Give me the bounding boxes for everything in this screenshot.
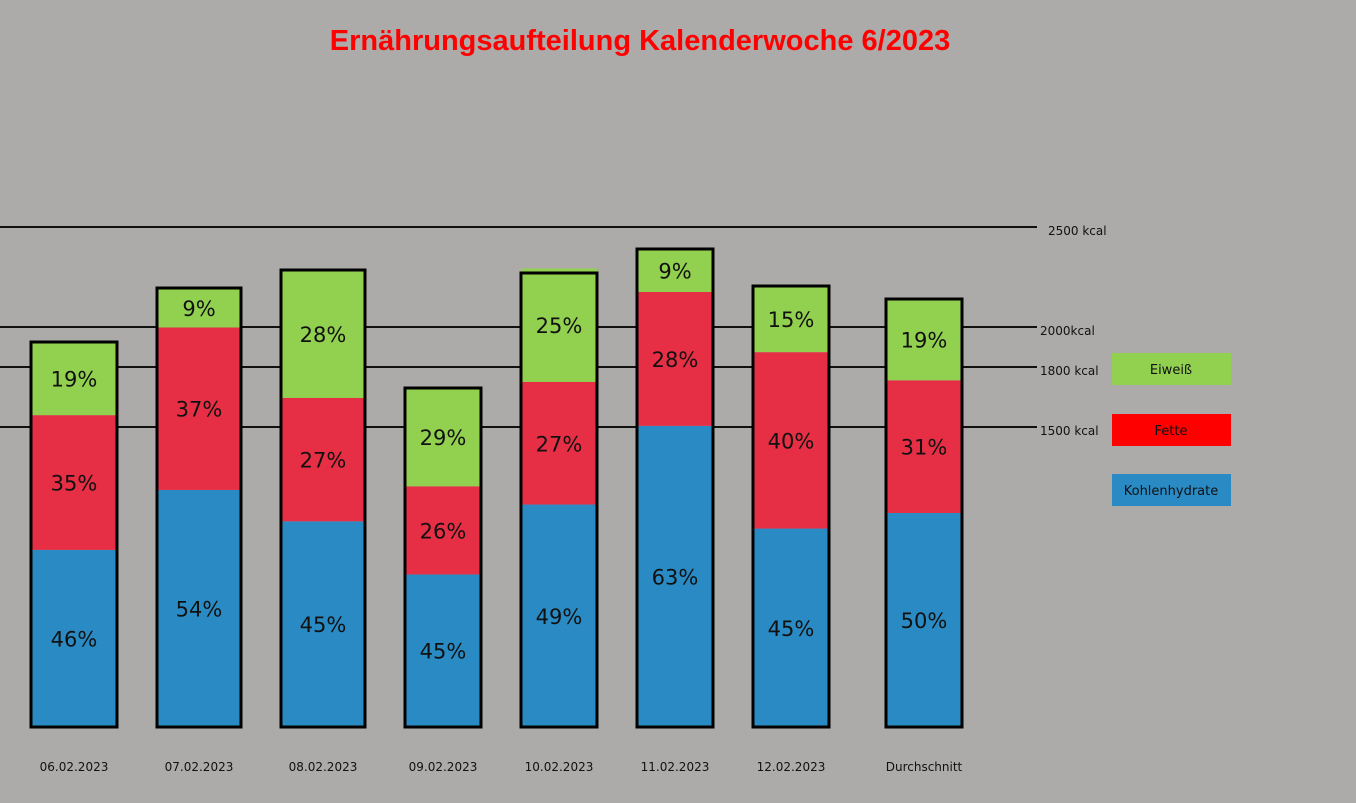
data-label: 9%	[658, 260, 691, 284]
bar-outline	[155, 286, 243, 729]
bar-segment	[31, 342, 117, 416]
bar-segment	[637, 249, 713, 293]
bar-segment	[521, 381, 597, 505]
bar-segment	[521, 268, 597, 382]
category-label: 06.02.2023	[40, 760, 109, 774]
legend-swatch	[1112, 353, 1231, 385]
bar-segment	[157, 288, 241, 328]
data-label: 50%	[901, 609, 948, 633]
data-label: 25%	[536, 314, 583, 338]
category-label: 10.02.2023	[525, 760, 594, 774]
bar-segment	[31, 549, 117, 727]
bar-segment	[753, 286, 829, 353]
reference-label: 2500 kcal	[1048, 224, 1107, 238]
bar-outline	[279, 268, 367, 729]
reference-label: 2000kcal	[1040, 324, 1095, 338]
category-label: 08.02.2023	[289, 760, 358, 774]
data-label: 45%	[420, 640, 467, 664]
data-label: 9%	[182, 297, 215, 321]
bar-segment	[157, 327, 241, 490]
bar-segment	[281, 270, 365, 398]
bar-segment	[637, 292, 713, 426]
legend-label: Eiweiß	[1150, 363, 1192, 378]
data-label: 28%	[652, 348, 699, 372]
bar-segment	[637, 425, 713, 727]
bar-outline	[403, 386, 483, 729]
bar-segment	[405, 486, 481, 575]
bar-outline	[751, 284, 831, 729]
data-label: 27%	[536, 432, 583, 456]
legend-label: Kohlenhydrate	[1124, 484, 1219, 499]
data-label: 15%	[768, 308, 815, 332]
data-label: 45%	[300, 613, 347, 637]
bar-segment	[31, 415, 117, 550]
bar-outline	[635, 247, 715, 729]
bar-segment	[405, 574, 481, 727]
category-label: 09.02.2023	[409, 760, 478, 774]
data-label: 54%	[176, 597, 223, 621]
data-label: 63%	[652, 565, 699, 589]
bar-segment	[405, 388, 481, 487]
bar-outline	[519, 271, 599, 729]
bar-segment	[281, 397, 365, 522]
data-label: 19%	[51, 368, 98, 392]
bar-segment	[886, 299, 962, 381]
data-label: 29%	[420, 426, 467, 450]
data-label: 40%	[768, 429, 815, 453]
bar-outline	[29, 340, 119, 729]
reference-label: 1800 kcal	[1040, 364, 1099, 378]
bar-segment	[281, 521, 365, 727]
bar-segment	[521, 504, 597, 727]
legend-swatch	[1112, 474, 1231, 506]
legend-label: Fette	[1155, 424, 1188, 439]
bar-segment	[157, 489, 241, 727]
data-label: 28%	[300, 323, 347, 347]
data-label: 45%	[768, 617, 815, 641]
category-label: 11.02.2023	[641, 760, 710, 774]
data-label: 26%	[420, 519, 467, 543]
category-label: 07.02.2023	[165, 760, 234, 774]
legend-swatch	[1112, 414, 1231, 446]
data-label: 19%	[901, 329, 948, 353]
data-label: 46%	[51, 627, 98, 651]
data-label: 35%	[51, 472, 98, 496]
reference-label: 1500 kcal	[1040, 424, 1099, 438]
data-label: 37%	[176, 398, 223, 422]
data-label: 31%	[901, 436, 948, 460]
data-label: 27%	[300, 449, 347, 473]
bar-segment	[886, 513, 962, 727]
bar-segment	[753, 528, 829, 727]
bar-segment	[886, 380, 962, 513]
chart-title: Ernährungsaufteilung Kalenderwoche 6/202…	[330, 25, 950, 57]
category-label: Durchschnitt	[886, 760, 963, 774]
data-label: 49%	[536, 605, 583, 629]
bar-segment	[753, 352, 829, 529]
bar-outline	[884, 297, 964, 729]
category-label: 12.02.2023	[757, 760, 826, 774]
